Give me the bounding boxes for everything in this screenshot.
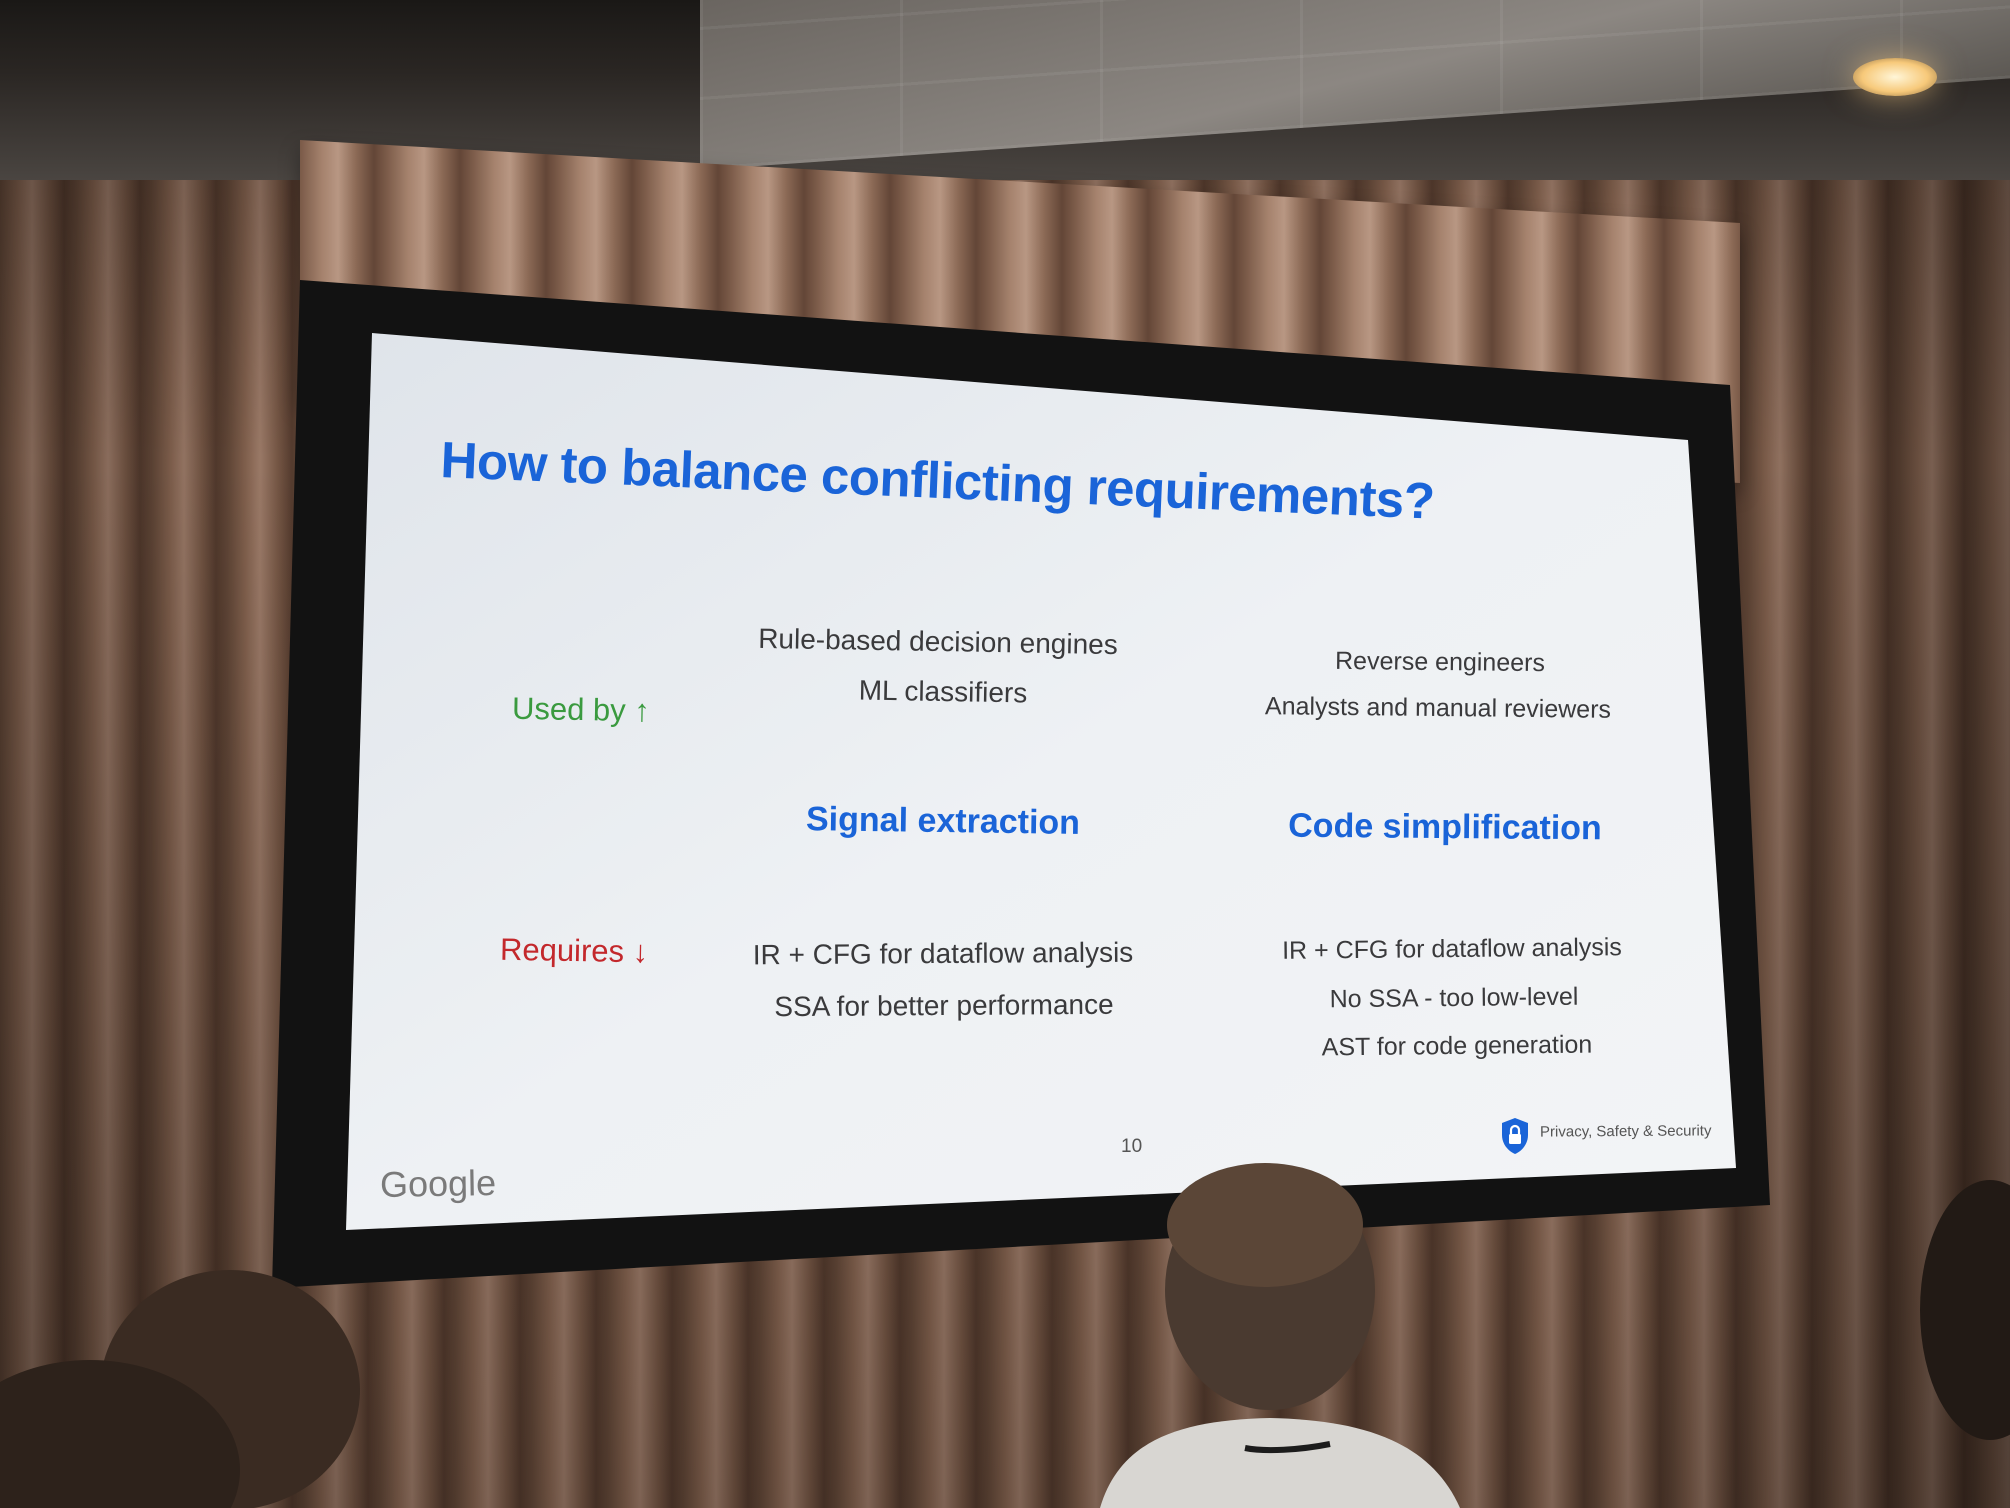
audience-collar-center	[1244, 1441, 1331, 1454]
shield-lock-icon	[1502, 1118, 1528, 1154]
slide-surface	[346, 333, 1736, 1230]
audience-head-right	[1920, 1180, 2010, 1440]
audience-shoulders-center	[1100, 1418, 1460, 1508]
audience-head-far-left	[0, 1360, 240, 1508]
slide-page-number: 10	[1121, 1136, 1143, 1157]
ceiling-light	[1853, 58, 1937, 96]
audience-hair-center	[1167, 1163, 1363, 1287]
